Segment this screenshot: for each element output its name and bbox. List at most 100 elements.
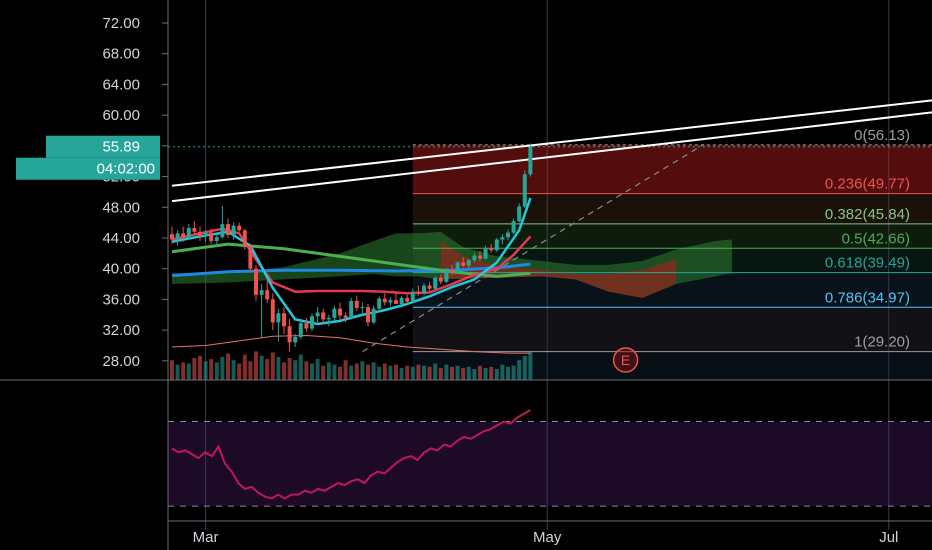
candle-body [248, 246, 253, 269]
price-tick-label: 28.00 [102, 353, 140, 370]
candle-body [214, 237, 219, 242]
candle-body [511, 221, 516, 233]
kijun-line [171, 227, 532, 295]
fib-zone [412, 144, 932, 194]
candle-body [338, 308, 342, 316]
volume-bar [265, 359, 270, 380]
volume-bar [528, 351, 533, 380]
candle-body [438, 277, 443, 282]
volume-bar [394, 364, 398, 380]
volume-bar [461, 367, 466, 380]
volume-bar [226, 353, 230, 380]
volume-bar [466, 366, 471, 380]
volume-bar [315, 359, 320, 380]
volume-bar [276, 356, 281, 380]
candle-body [226, 224, 230, 235]
candle-body [405, 297, 410, 302]
candle-body [522, 174, 527, 207]
candle-body [186, 228, 191, 238]
volume-bar [489, 366, 494, 380]
volume-bar [500, 364, 505, 380]
volume-bar [304, 361, 309, 380]
rsi-line [171, 409, 531, 500]
ma-green-line [171, 242, 531, 278]
volume-bar [298, 354, 303, 380]
fib-zone [412, 351, 932, 380]
candle-body [416, 291, 421, 294]
candle-body [287, 326, 292, 343]
price-tick-label: 68.00 [102, 46, 140, 63]
candle-body [506, 232, 510, 238]
candle-body [343, 315, 348, 318]
price-tick-label: 64.00 [102, 76, 140, 93]
candle-body [231, 225, 236, 235]
candle-body [254, 268, 258, 295]
candle-body [483, 247, 488, 259]
candle-body [170, 234, 174, 240]
volume-bar [170, 360, 174, 380]
volume-bar [287, 358, 292, 380]
candle-body [181, 233, 186, 238]
volume-bar [438, 367, 443, 380]
candle-body [422, 285, 426, 294]
ma-pink-line [171, 334, 531, 354]
last-price-tag [46, 135, 160, 158]
candle-body [220, 224, 225, 238]
fib-level-label: 0.786(34.97) [825, 289, 910, 306]
volume-bar [494, 369, 499, 380]
fib-level-label: 0.5(42.66) [842, 230, 910, 247]
volume-bar [483, 367, 488, 380]
volume-bar [254, 351, 258, 380]
last-price-label: 55.89 [102, 139, 140, 156]
price-tick-label: 72.00 [102, 15, 140, 32]
candle-body [494, 239, 499, 251]
candle-body [388, 300, 393, 303]
candle-body [310, 316, 314, 329]
candle-body [399, 297, 404, 304]
candle-body [444, 270, 449, 282]
candle-body [276, 313, 281, 323]
volume-bar [450, 366, 454, 380]
candle-body [354, 300, 359, 308]
volume-bar [282, 362, 286, 380]
candle-body [455, 262, 460, 273]
volume-bar [416, 364, 421, 380]
volume-bar [377, 366, 382, 380]
candle-body [377, 298, 382, 309]
volume-bar [427, 366, 432, 380]
candle-body [175, 233, 180, 240]
candle-body [360, 307, 365, 309]
volume-bar [388, 365, 393, 380]
candle-body [198, 231, 202, 237]
candle-body [427, 285, 432, 289]
volume-bar [360, 361, 365, 380]
volume-bar [422, 365, 426, 380]
volume-bar [343, 360, 348, 380]
volume-bar [455, 365, 460, 380]
volume-bar [349, 365, 354, 380]
time-tick-label: May [533, 529, 562, 546]
fib-zone [412, 307, 932, 352]
fib-level-label: 0.618(39.49) [825, 255, 910, 272]
volume-bar [399, 367, 404, 380]
fib-zone [412, 193, 932, 224]
candle-body [528, 146, 533, 175]
candle-body [304, 323, 309, 329]
price-tick-label: 40.00 [102, 261, 140, 278]
fib-level-label: 0(56.13) [854, 127, 910, 144]
candle-body [433, 277, 438, 289]
volume-bar [181, 362, 186, 380]
candle-body [265, 290, 270, 300]
candle-body [349, 300, 354, 318]
volume-bar [321, 365, 326, 380]
volume-bar [192, 358, 197, 380]
fib-level-label: 1(29.20) [854, 334, 910, 351]
volume-bar [522, 355, 527, 380]
candle-body [270, 299, 275, 323]
volume-bar [332, 364, 337, 380]
volume-bar [209, 359, 214, 380]
candle-body [450, 270, 454, 273]
volume-bar [242, 354, 247, 380]
volume-bar [293, 360, 298, 380]
candle-body [500, 237, 505, 240]
